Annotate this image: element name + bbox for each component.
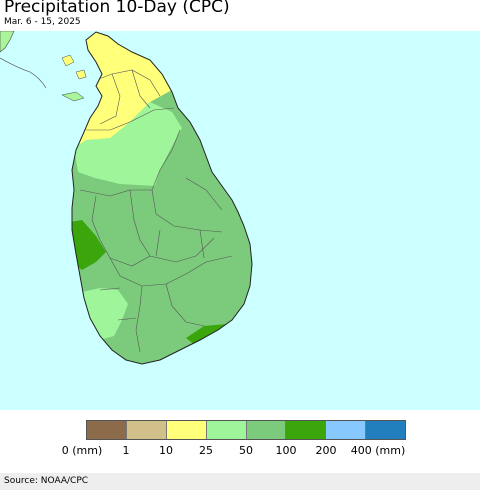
legend-swatch (205, 421, 246, 439)
legend-tick-label: 100 (275, 444, 297, 457)
legend-tick-label: 200 (315, 444, 337, 457)
legend-swatch (87, 421, 126, 439)
legend-swatch (125, 421, 166, 439)
india-coast (0, 31, 15, 53)
mannar-islands (61, 91, 85, 102)
legend-tick-label: 10 (159, 444, 173, 457)
india-coast-line (0, 57, 47, 89)
zone-west-100mm (72, 220, 106, 270)
source-credit: Source: NOAA/CPC (4, 476, 89, 486)
legend-swatch (325, 421, 366, 439)
legend-labels: 0 (mm) 1 10 25 50 100 200 400 (mm) (0, 444, 480, 458)
legend-swatch (165, 421, 206, 439)
map-title: Precipitation 10-Day (CPC) (4, 0, 230, 17)
legend-swatch (245, 421, 286, 439)
legend-tick-label: 1 (122, 444, 130, 457)
footer: Source: NOAA/CPC (0, 473, 480, 490)
legend-swatch (285, 421, 326, 439)
precipitation-map (0, 31, 480, 410)
district-boundaries (79, 69, 233, 353)
legend-tick-label: 400 (mm) (350, 444, 406, 457)
legend-tick-label: 0 (mm) (61, 444, 103, 457)
date-range: Mar. 6 - 15, 2025 (4, 17, 81, 27)
legend-swatch (365, 421, 405, 439)
color-legend (86, 420, 406, 440)
legend-tick-label: 50 (239, 444, 253, 457)
jaffna-islands (61, 54, 87, 80)
zone-north-central-25mm (74, 102, 182, 186)
sri-lanka-coastline (71, 31, 253, 365)
legend-tick-label: 25 (199, 444, 213, 457)
